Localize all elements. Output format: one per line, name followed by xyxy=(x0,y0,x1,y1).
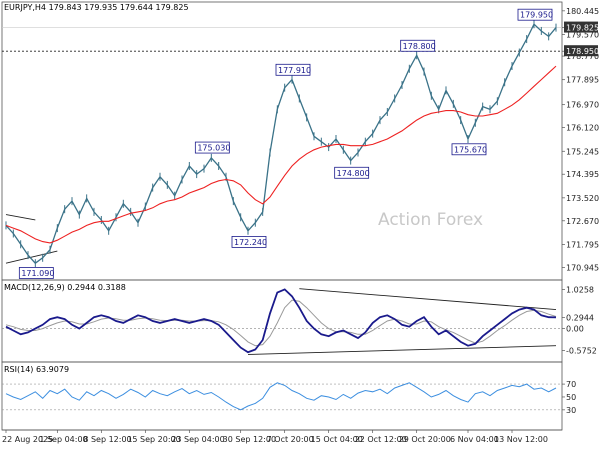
x-tick-label: 6 Nov 04:00 xyxy=(450,435,499,444)
price-series-line xyxy=(5,23,557,265)
macd-tick-label: 0.2944 xyxy=(566,313,594,322)
annotation-box xyxy=(18,267,54,279)
x-tick-label: 1 Sep 04:00 xyxy=(39,435,87,444)
annotation-box xyxy=(517,8,553,21)
price-trendline xyxy=(5,250,58,264)
x-tick-label: 15 Oct 04:00 xyxy=(311,435,363,444)
price-tick-label: 174.395 xyxy=(566,170,599,179)
annotation-label: 175.670 xyxy=(454,145,487,154)
close-value: 179.825 xyxy=(155,3,189,12)
symbol-label: EURJPY,H4 xyxy=(4,3,47,12)
annotation-label: 177.910 xyxy=(278,66,311,75)
x-tick-label: 30 Sep 12:00 xyxy=(223,435,276,444)
low-value: 179.644 xyxy=(119,3,153,12)
macd-tick-label: 0.00 xyxy=(566,325,584,334)
high-value: 179.935 xyxy=(84,3,118,12)
price-tick-label: 172.670 xyxy=(566,217,599,226)
x-tick-label: 15 Sep 20:00 xyxy=(127,435,180,444)
price-tick-label: 178.770 xyxy=(566,52,599,61)
price-tick-label: 171.795 xyxy=(566,240,599,249)
ma-series-line xyxy=(5,65,557,244)
open-value: 179.843 xyxy=(48,3,82,12)
macd-trendline xyxy=(247,345,557,355)
x-tick-label: 7 Oct 20:00 xyxy=(267,435,314,444)
annotation-box xyxy=(194,141,230,154)
rsi-tick-label: 30 xyxy=(566,406,576,415)
x-tick-label: 22 Aug 2025 xyxy=(2,435,53,444)
price-tag-box xyxy=(564,21,598,33)
price-tick-label: 176.120 xyxy=(566,124,599,133)
annotation-label: 171.090 xyxy=(21,269,54,278)
price-header: EURJPY,H4 179.843 179.935 179.644 179.82… xyxy=(4,3,189,12)
macd-signal-line xyxy=(5,299,557,347)
annotation-label: 178.800 xyxy=(403,42,436,51)
price-tick-label: 179.570 xyxy=(566,30,599,39)
watermark: Action Forex xyxy=(378,210,483,230)
macd-header: MACD(12,26,9) 0.2944 0.3188 xyxy=(4,283,126,292)
rsi-tick-label: 50 xyxy=(566,393,576,402)
grid-layer xyxy=(1,1,563,431)
macd-line xyxy=(5,288,557,354)
annotation-label: 174.800 xyxy=(337,169,370,178)
macd-trendline xyxy=(299,288,557,311)
panel-frame-price xyxy=(1,1,563,281)
rsi-header: RSI(14) 63.9079 xyxy=(4,365,70,374)
price-tag-label: 179.825 xyxy=(566,24,599,33)
panel-frame-rsi xyxy=(1,361,563,431)
annotation-box xyxy=(400,39,436,52)
rsi-line xyxy=(5,382,557,411)
x-tick-label: 23 Sep 04:00 xyxy=(171,435,224,444)
x-tick-label: 8 Sep 12:00 xyxy=(83,435,131,444)
rsi-panel: 70 50 30 xyxy=(2,380,576,415)
panel-frame-macd xyxy=(1,279,563,363)
annotation-box xyxy=(231,236,267,248)
annotation-box xyxy=(451,143,487,156)
annotation-label: 179.950 xyxy=(520,11,553,20)
level-tag-label: 178.950 xyxy=(566,47,599,56)
macd-panel: 1.0258 0.2944 0.00 -0.5752 xyxy=(2,286,597,355)
price-tick-label: 176.970 xyxy=(566,101,599,110)
x-tick-label: 29 Oct 20:00 xyxy=(399,435,451,444)
price-tick-label: 180.445 xyxy=(566,7,599,16)
macd-tick-label: 1.0258 xyxy=(566,286,594,295)
rsi-tick-label: 70 xyxy=(566,380,576,389)
price-trendline xyxy=(5,214,36,221)
level-tag-box xyxy=(564,45,598,57)
annotation-box xyxy=(334,166,370,179)
price-tick-label: 173.520 xyxy=(566,194,599,203)
price-tick-label: 175.245 xyxy=(566,147,599,156)
macd-tick-label: -0.5752 xyxy=(566,346,597,355)
annotation-label: 172.240 xyxy=(234,238,267,247)
price-tick-label: 177.895 xyxy=(566,76,599,85)
price-tick-label: 170.945 xyxy=(566,263,599,272)
x-tick-label: 13 Nov 12:00 xyxy=(494,435,548,444)
price-panel: 180.445 179.570 178.770 177.895 176.970 176.1… xyxy=(2,7,599,279)
annotation-label: 175.030 xyxy=(197,144,230,153)
x-tick-label: 22 Oct 12:00 xyxy=(355,435,407,444)
annotation-box xyxy=(275,63,311,76)
